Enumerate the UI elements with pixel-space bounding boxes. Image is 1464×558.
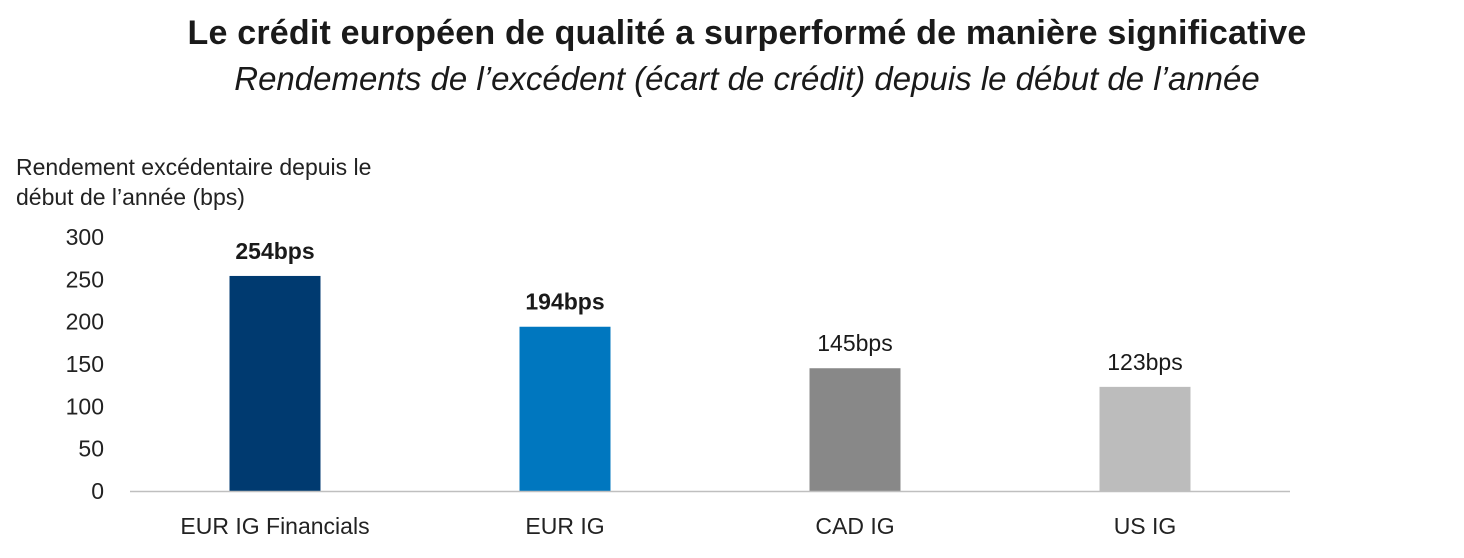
bar bbox=[229, 275, 321, 491]
y-tick-label: 250 bbox=[66, 266, 104, 292]
x-tick-label: EUR IG bbox=[525, 513, 604, 539]
y-tick-label: 50 bbox=[78, 436, 104, 462]
data-label: 145bps bbox=[817, 330, 892, 356]
bar bbox=[519, 326, 611, 491]
y-axis-label-line-1: Rendement excédentaire depuis le bbox=[16, 154, 372, 180]
bar bbox=[809, 368, 901, 491]
chart-title: Le crédit européen de qualité a surperfo… bbox=[187, 14, 1307, 52]
y-axis-label: Rendement excédentaire depuis le début d… bbox=[16, 152, 476, 212]
y-axis-label-line-2: début de l’année (bps) bbox=[16, 184, 245, 210]
y-tick-label: 300 bbox=[66, 224, 104, 250]
y-tick-label: 200 bbox=[66, 309, 104, 335]
chart-subtitle: Rendements de l’excédent (écart de crédi… bbox=[234, 60, 1260, 97]
data-label: 254bps bbox=[235, 238, 314, 264]
data-label: 194bps bbox=[525, 289, 604, 315]
bar bbox=[1099, 386, 1191, 491]
y-tick-label: 100 bbox=[66, 393, 104, 419]
x-tick-label: US IG bbox=[1114, 513, 1177, 539]
data-label: 123bps bbox=[1107, 349, 1182, 375]
y-tick-label: 0 bbox=[91, 478, 104, 504]
y-tick-label: 150 bbox=[66, 351, 104, 377]
x-tick-label: EUR IG Financials bbox=[180, 513, 369, 539]
x-tick-label: CAD IG bbox=[815, 513, 894, 539]
